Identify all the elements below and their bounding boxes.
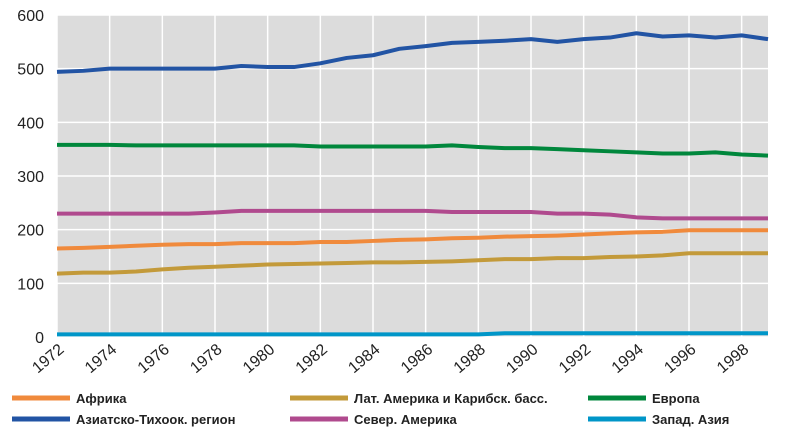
x-tick-label: 1984 [345,341,383,377]
legend-label: Лат. Америка и Карибск. басс. [354,391,548,406]
x-tick-label: 1974 [82,341,120,377]
y-tick-label: 300 [17,169,44,186]
x-tick-label: 1980 [240,341,278,377]
y-tick-label: 500 [17,62,44,79]
series-line [56,228,768,251]
series-line [57,208,768,221]
series-line [56,31,769,74]
x-tick-label: 1992 [556,341,594,377]
series-line [57,142,769,158]
x-tick-label: 1976 [135,341,173,377]
x-tick-label: 1996 [661,341,699,377]
y-tick-label: 400 [17,115,44,132]
y-tick-label: 0 [35,330,44,347]
y-tick-label: 100 [17,276,44,293]
x-tick-label: 1978 [187,341,225,377]
x-tick-label: 1982 [293,341,331,377]
legend-label: Запад. Азия [652,412,729,427]
y-tick-label: 600 [17,8,44,25]
x-tick-label: 1988 [451,341,489,377]
x-tick-label: 1990 [503,341,541,377]
series-line [57,331,768,337]
x-tick-label: 1986 [398,341,436,377]
legend-label: Европа [652,391,700,406]
legend-label: Север. Америка [354,412,458,427]
legend-label: Азиатско-Тихоок. регион [76,412,235,427]
x-tick-label: 1998 [714,341,752,377]
series-line [56,251,768,276]
legend-label: Африка [76,391,127,406]
y-tick-label: 200 [17,223,44,240]
x-tick-label: 1994 [609,341,647,377]
